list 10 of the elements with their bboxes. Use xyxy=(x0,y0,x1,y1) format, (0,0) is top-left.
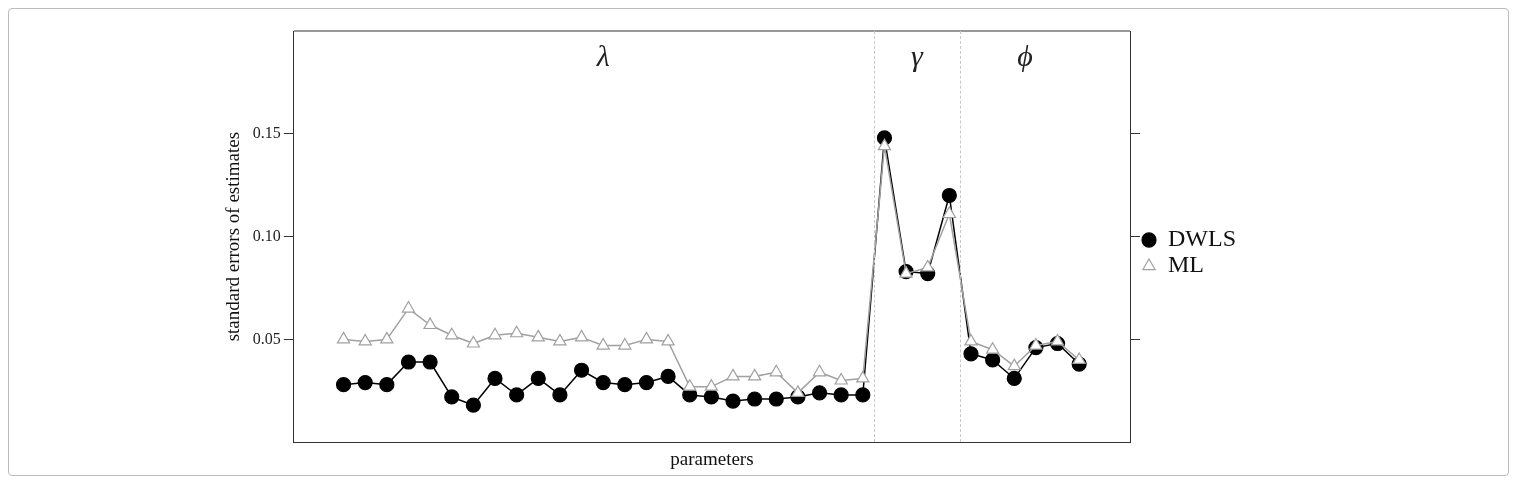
annotation: λ xyxy=(595,39,611,73)
annotation: γ xyxy=(909,39,925,73)
y-axis-title: standard errors of estimates xyxy=(222,131,244,342)
y-tick-label: 0.10 xyxy=(252,226,281,244)
legend-label: ML xyxy=(1168,251,1205,278)
legend-label: DWLS xyxy=(1168,225,1237,252)
x-axis-title: parameters xyxy=(670,447,754,469)
y-tick-label: 0.05 xyxy=(252,329,281,347)
annotation: ϕ xyxy=(1016,39,1034,73)
y-tick-label: 0.15 xyxy=(252,124,281,141)
